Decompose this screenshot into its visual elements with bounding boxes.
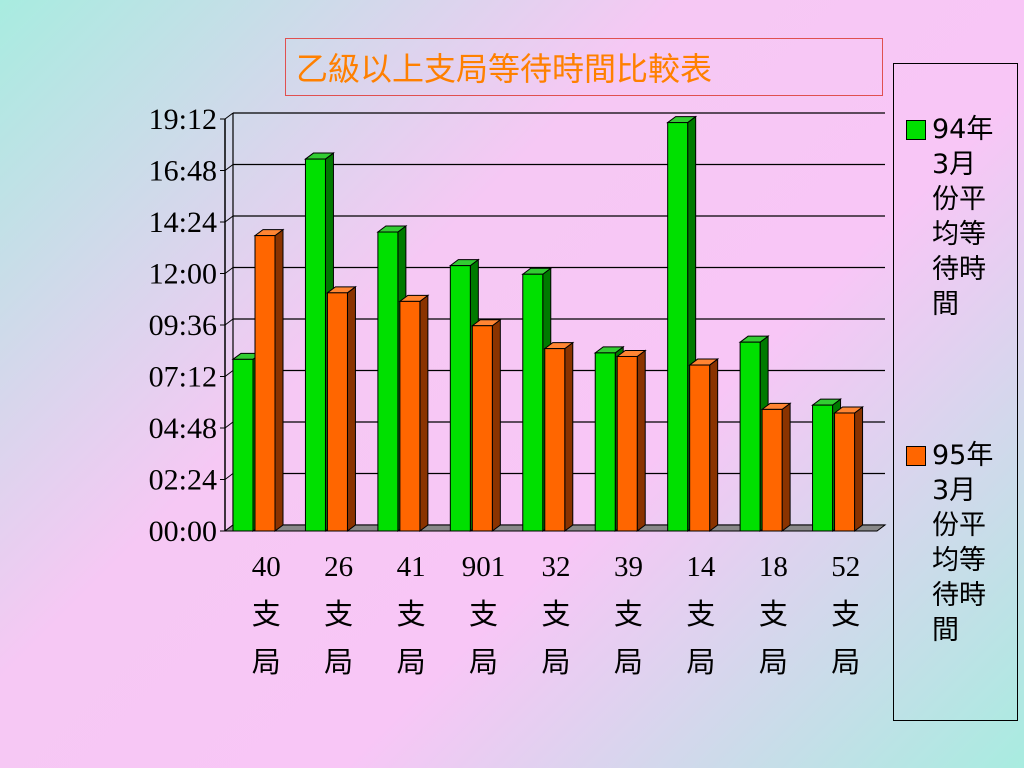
legend-label-95: 95年3月份平均等待時間 (932, 440, 994, 646)
x-tick-label: 局 (252, 647, 281, 679)
legend-label-94: 94年3月份平均等待時間 (932, 114, 994, 320)
bar (399, 300, 421, 532)
x-tick-label: 支 (759, 598, 788, 631)
bar (544, 348, 566, 532)
x-tick-label: 32 (542, 551, 571, 583)
x-tick-label: 39 (614, 551, 643, 583)
legend: 94年3月份平均等待時間 95年3月份平均等待時間 (893, 63, 1018, 721)
x-tick-label: 局 (831, 647, 860, 679)
bar-side (346, 285, 356, 532)
y-tick-label: 02:24 (149, 464, 217, 497)
bar (739, 341, 761, 532)
chart-title-box: 乙級以上支局等待時間比較表 (285, 38, 883, 96)
x-tick-label: 支 (252, 598, 281, 631)
x-tick-label: 局 (759, 647, 788, 679)
bar-side (419, 294, 429, 532)
x-tick-label: 支 (831, 598, 860, 631)
gridline-depth (224, 473, 234, 480)
bar (834, 412, 856, 532)
x-tick-label: 局 (324, 647, 353, 679)
y-tick-label: 16:48 (149, 155, 217, 188)
y-tick-label: 14:24 (149, 206, 217, 239)
y-tick-label: 00:00 (149, 515, 217, 548)
x-tick-label: 901 (462, 551, 506, 583)
bar-side (564, 341, 574, 532)
x-tick-label: 支 (614, 598, 643, 631)
legend-swatch-94 (906, 120, 926, 140)
bar (471, 325, 493, 532)
x-tick-label: 18 (759, 551, 788, 583)
gridline-depth (224, 421, 234, 429)
x-tick-label: 局 (614, 647, 643, 679)
y-tick-label: 19:12 (149, 103, 217, 136)
bar (689, 364, 711, 532)
bar (761, 408, 783, 532)
gridline-depth (224, 112, 234, 120)
y-tick-label: 07:12 (149, 361, 217, 394)
x-tick-label: 支 (397, 598, 426, 631)
bar (522, 273, 544, 532)
bar (377, 231, 399, 532)
x-tick-label: 52 (831, 551, 860, 583)
bar (812, 404, 834, 532)
legend-entry-94: 94年3月份平均等待時間 (906, 112, 1000, 322)
bar (594, 352, 616, 532)
bar (254, 235, 276, 532)
gridline-depth (224, 370, 234, 377)
bar (449, 265, 471, 532)
x-tick-label: 支 (324, 598, 353, 631)
x-tick-label: 支 (469, 598, 498, 631)
legend-entry-95: 95年3月份平均等待時間 (906, 438, 1000, 648)
bar (616, 355, 638, 532)
bar-side (491, 318, 501, 532)
bar-side (709, 358, 719, 532)
x-tick-label: 支 (686, 598, 715, 631)
x-tick-label: 41 (397, 551, 426, 583)
x-tick-label: 局 (686, 647, 715, 679)
gridline-depth (224, 318, 234, 326)
bar-side (854, 405, 864, 532)
y-tick-label: 12:00 (149, 258, 217, 291)
gridline-depth (224, 267, 234, 274)
y-tick-label: 04:48 (149, 412, 217, 445)
legend-swatch-95 (906, 446, 926, 466)
bar (667, 122, 689, 532)
bar (232, 358, 254, 532)
x-tick-label: 局 (541, 647, 570, 679)
bar (304, 158, 326, 532)
y-tick-label: 09:36 (149, 309, 217, 342)
gridline-depth (224, 215, 234, 223)
x-tick-label: 14 (686, 551, 716, 583)
x-tick-label: 局 (469, 647, 498, 679)
bar-side (781, 402, 791, 532)
x-tick-label: 支 (541, 598, 570, 631)
gridline-depth (224, 164, 234, 171)
bar-side (636, 349, 646, 532)
x-tick-label: 局 (397, 647, 426, 679)
bar-side (274, 228, 284, 532)
x-tick-label: 40 (252, 551, 281, 583)
chart-title: 乙級以上支局等待時間比較表 (296, 50, 713, 88)
bar (326, 292, 348, 532)
x-tick-label: 26 (324, 551, 353, 583)
